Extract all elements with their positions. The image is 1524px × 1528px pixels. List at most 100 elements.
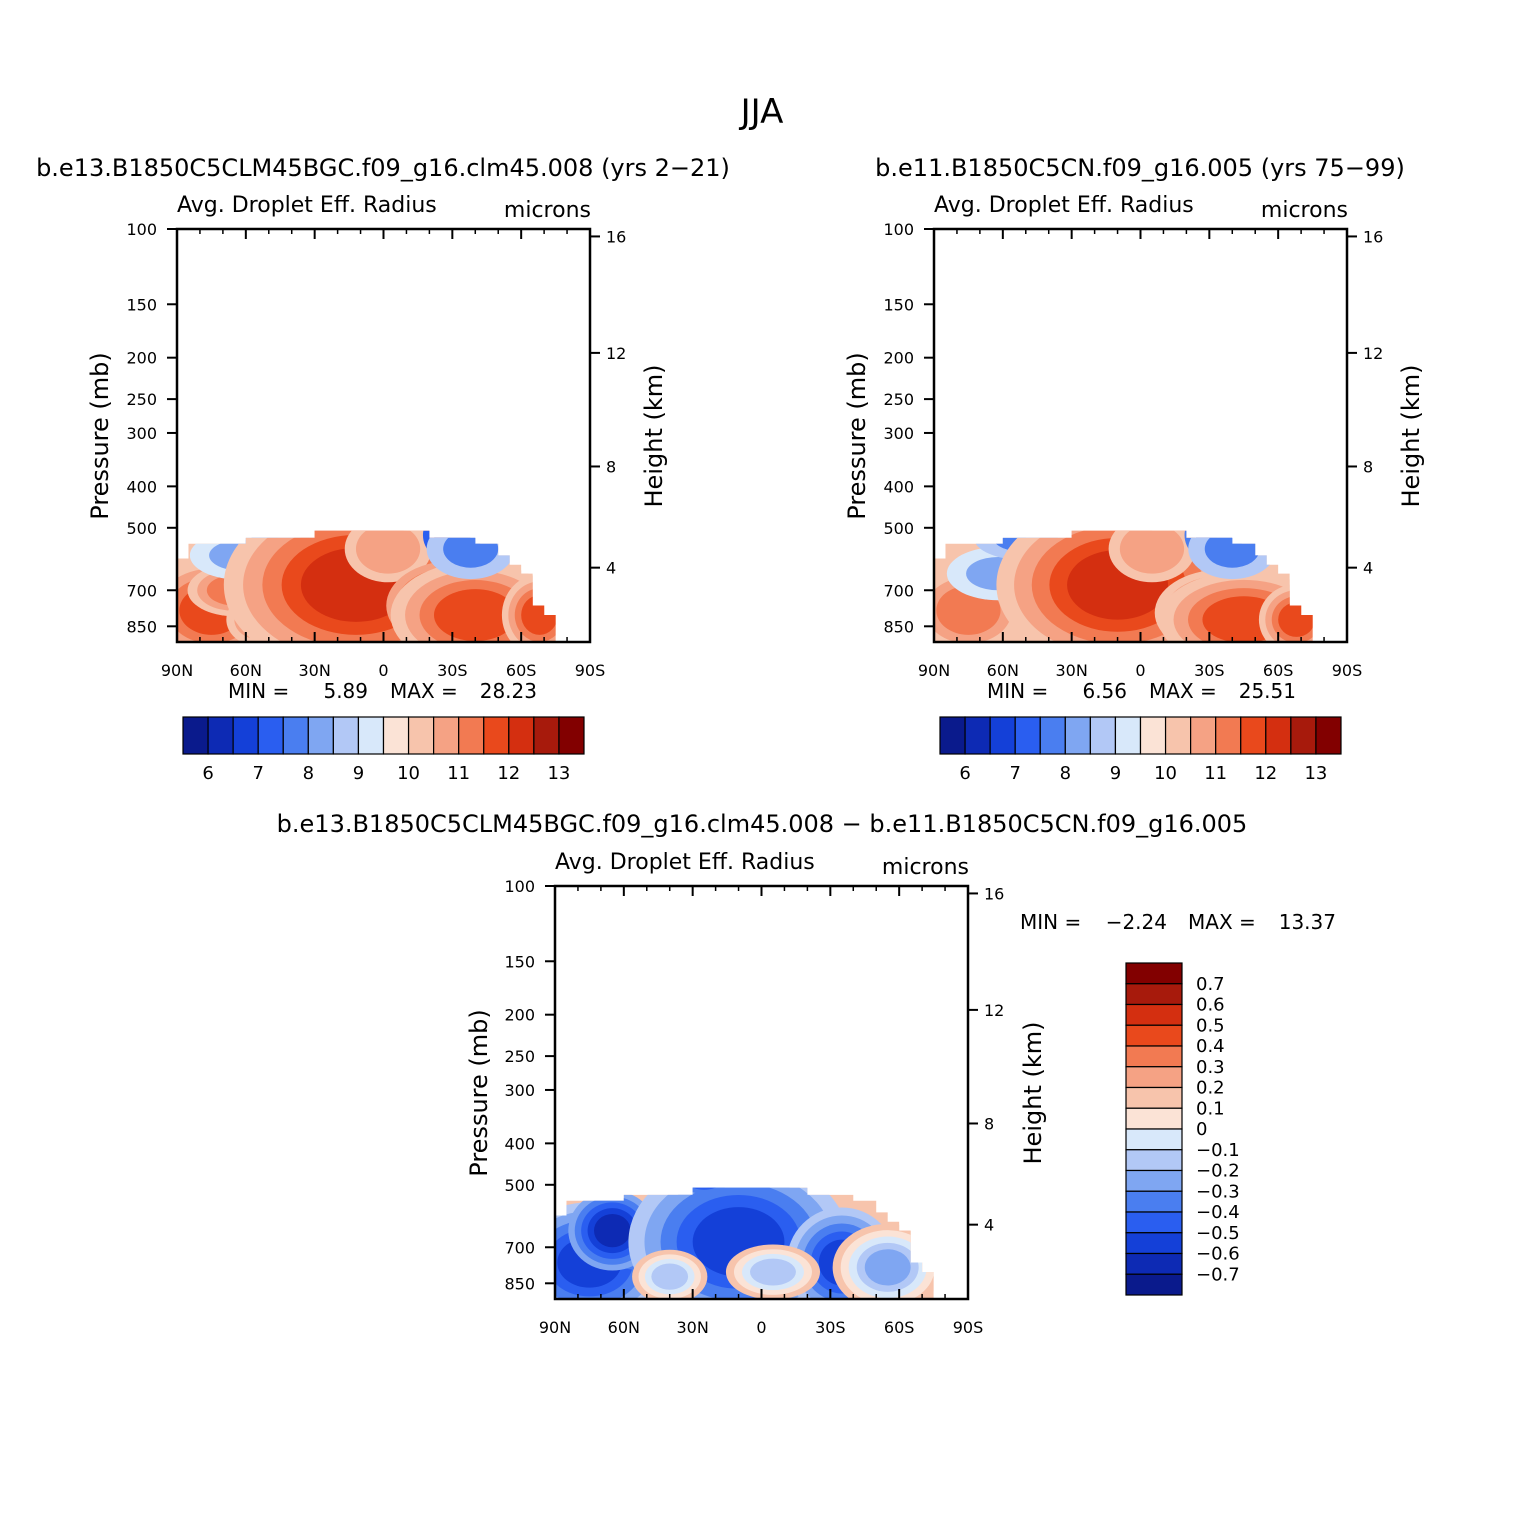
colorbar-swatch	[1125, 1273, 1183, 1296]
y-axis-right-label: Height (km)	[1019, 1022, 1047, 1165]
x-tick-label: 60S	[506, 661, 537, 680]
x-tick-label: 0	[756, 1318, 766, 1337]
y-tick-label: 300	[883, 424, 914, 443]
colorbar-swatch	[1125, 983, 1183, 1006]
colorbar-label: 11	[1204, 763, 1227, 784]
colorbar-label: 0.6	[1196, 995, 1225, 1016]
y-tick-label: 300	[126, 424, 157, 443]
colorbar-swatch	[1315, 716, 1342, 755]
max-label: MAX =	[1188, 910, 1256, 934]
y-tick-label: 200	[883, 349, 914, 368]
y-tick-label: 250	[504, 1047, 535, 1066]
y-tick-label: 850	[504, 1274, 535, 1293]
y-tick-label: 100	[883, 220, 914, 239]
max-value: 13.37	[1279, 910, 1336, 934]
colorbar-swatch	[207, 716, 234, 755]
x-tick-label: 30N	[1056, 661, 1088, 680]
colorbar-swatch	[182, 716, 209, 755]
x-tick-label: 30S	[437, 661, 468, 680]
colorbar-label: −0.3	[1196, 1181, 1240, 1202]
field-contour	[1119, 530, 1185, 574]
y-tick-label: 700	[883, 581, 914, 600]
colorbar-swatch	[1240, 716, 1267, 755]
x-tick-label: 60S	[1263, 661, 1294, 680]
colorbar-label: 12	[1254, 763, 1277, 784]
colorbar-swatch	[1125, 1149, 1183, 1172]
x-tick-label: 0	[378, 661, 388, 680]
colorbar-swatch	[1125, 1066, 1183, 1089]
y-tick-label: 850	[883, 617, 914, 636]
x-tick-label: 60S	[884, 1318, 915, 1337]
height-tick-label: 12	[984, 1001, 1004, 1020]
colorbar-label: 12	[497, 763, 520, 784]
min-value: −2.24	[1106, 910, 1167, 934]
colorbar-label: 7	[252, 763, 263, 784]
x-tick-label: 90N	[918, 661, 950, 680]
min-value: 6.56	[1082, 679, 1127, 703]
colorbar-swatch	[1139, 716, 1167, 755]
x-tick-label: 30S	[1194, 661, 1225, 680]
colorbar-swatch	[357, 716, 385, 755]
colorbar-swatch	[1125, 1252, 1183, 1275]
colorbar-label: 13	[1304, 763, 1327, 784]
panel-top-right: b.e11.B1850C5CN.f09_g16.005 (yrs 75−99) …	[843, 154, 1425, 784]
colorbar-label: 9	[1110, 763, 1121, 784]
y-tick-label: 100	[126, 220, 157, 239]
colorbar-swatch	[989, 716, 1016, 755]
colorbar-swatch	[1014, 716, 1041, 755]
colorbar-swatch	[1265, 716, 1292, 755]
colorbar-label: 8	[303, 763, 314, 784]
x-tick-label: 90S	[575, 661, 606, 680]
colorbar-swatch	[458, 716, 485, 755]
height-tick-label: 12	[1363, 344, 1383, 363]
max-value: 28.23	[480, 679, 537, 703]
colorbar-swatch	[407, 716, 435, 755]
y-axis-label: Pressure (mb)	[843, 352, 871, 519]
height-tick-label: 12	[606, 344, 626, 363]
y-axis-right-label: Height (km)	[640, 365, 668, 508]
x-tick-label: 90S	[1332, 661, 1363, 680]
colorbar-swatch	[1125, 1232, 1183, 1255]
y-tick-label: 150	[883, 295, 914, 314]
colorbar-swatch	[1125, 1107, 1183, 1130]
y-tick-label: 850	[126, 617, 157, 636]
colorbar-label: 0.2	[1196, 1078, 1225, 1099]
colorbar-label: −0.1	[1196, 1140, 1240, 1161]
y-tick-label: 500	[883, 519, 914, 538]
colorbar-label: 0.5	[1196, 1015, 1225, 1036]
height-tick-label: 4	[984, 1216, 994, 1235]
x-tick-label: 60N	[230, 661, 262, 680]
x-tick-label: 90S	[953, 1318, 984, 1337]
colorbar-swatch	[257, 716, 284, 755]
y-tick-label: 400	[126, 477, 157, 496]
panel-top-left: b.e13.B1850C5CLM45BGC.f09_g16.clm45.008 …	[36, 154, 730, 784]
colorbar-swatch	[1064, 716, 1091, 755]
panel-subtitle: Avg. Droplet Eff. Radius	[555, 850, 815, 875]
x-tick-label: 60N	[608, 1318, 640, 1337]
colorbar-swatch	[1164, 716, 1192, 755]
colorbar-swatch	[1125, 1211, 1183, 1234]
colorbar-swatch	[332, 716, 360, 755]
colorbar-swatch	[558, 716, 585, 755]
colorbar-swatch	[1125, 1169, 1183, 1192]
colorbar-swatch	[232, 716, 259, 755]
y-axis-right-label: Height (km)	[1397, 365, 1425, 508]
height-tick-label: 8	[606, 457, 616, 476]
colorbar-label: 0.3	[1196, 1057, 1225, 1078]
max-label: MAX =	[390, 679, 458, 703]
colorbar-label: 11	[447, 763, 470, 784]
colorbar-label: 0.4	[1196, 1036, 1225, 1057]
panel-units: microns	[882, 855, 969, 880]
colorbar-label: 6	[202, 763, 213, 784]
height-tick-label: 8	[984, 1114, 994, 1133]
colorbar-swatch	[1125, 1045, 1183, 1068]
colorbar-swatch	[282, 716, 309, 755]
min-label: MIN =	[987, 679, 1048, 703]
y-tick-label: 100	[504, 877, 535, 896]
x-tick-label: 90N	[161, 661, 193, 680]
y-tick-label: 250	[126, 390, 157, 409]
y-tick-label: 400	[504, 1134, 535, 1153]
max-label: MAX =	[1149, 679, 1217, 703]
colorbar-swatch	[1125, 1190, 1183, 1213]
